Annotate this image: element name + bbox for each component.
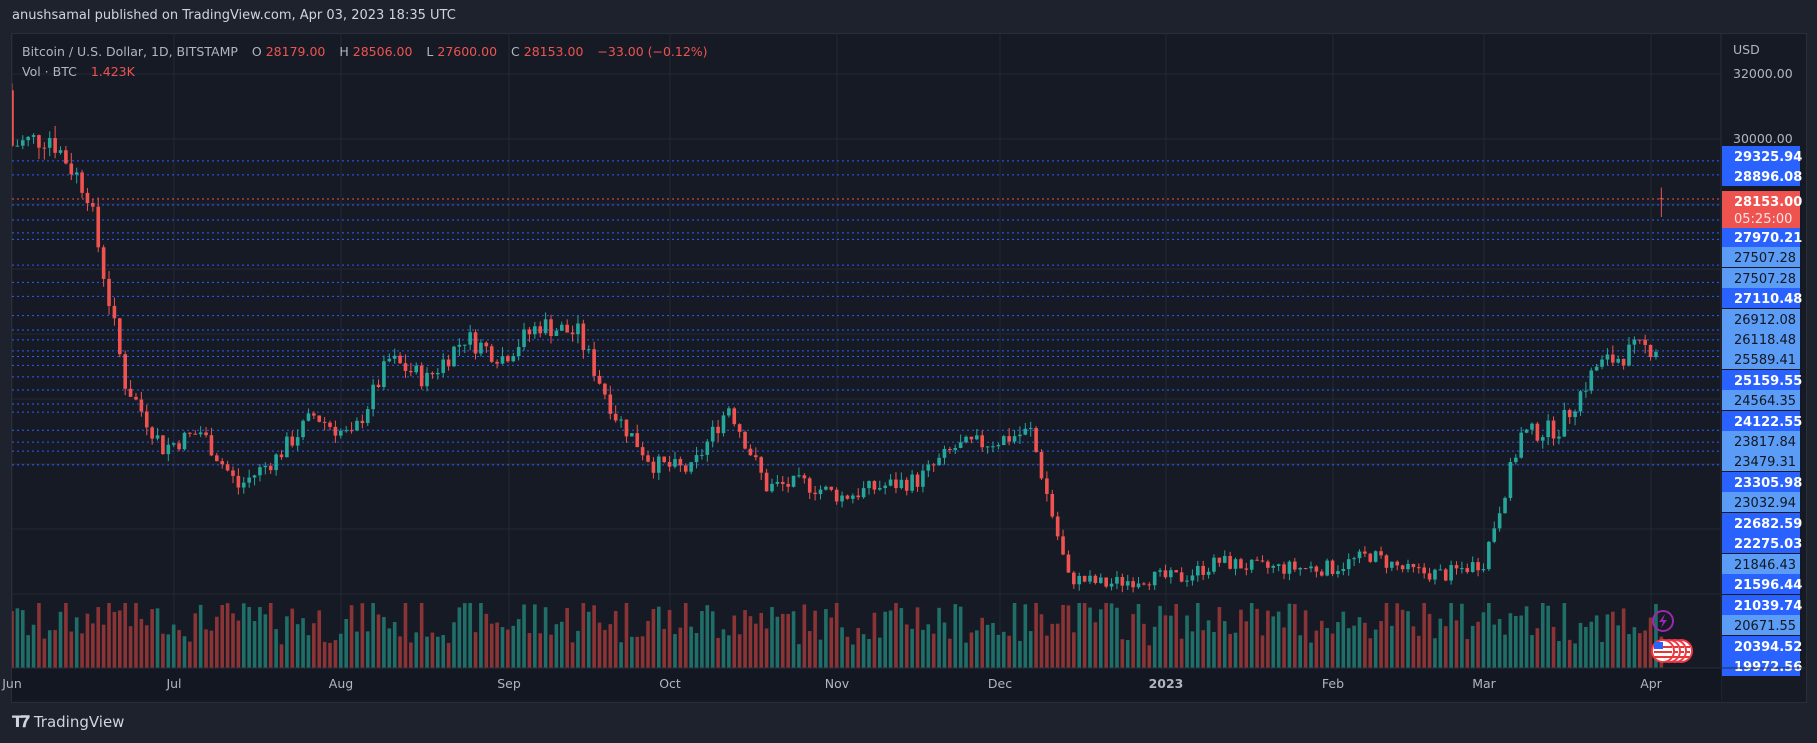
svg-text:05:25:00: 05:25:00 <box>1734 212 1792 227</box>
svg-text:27507.28: 27507.28 <box>1734 272 1796 287</box>
svg-text:26912.08: 26912.08 <box>1734 313 1796 328</box>
events-group[interactable] <box>1651 610 1693 663</box>
time-tick: Jun <box>1 676 22 691</box>
footer: T𝟕 TradingView <box>12 712 124 732</box>
price-level-label[interactable]: 26912.08 <box>1722 309 1800 329</box>
low-label: L <box>426 44 434 59</box>
time-tick: Mar <box>1472 676 1496 691</box>
svg-text:25589.41: 25589.41 <box>1734 353 1796 368</box>
price-level-label[interactable]: 27970.21 <box>1722 227 1802 247</box>
svg-text:28153.00: 28153.00 <box>1734 195 1802 210</box>
svg-text:27970.21: 27970.21 <box>1734 231 1802 246</box>
svg-text:23817.84: 23817.84 <box>1734 435 1796 450</box>
svg-text:28896.08: 28896.08 <box>1734 170 1802 185</box>
volume-value: 1.423K <box>90 64 135 79</box>
price-level-label[interactable]: 23817.84 <box>1722 431 1800 451</box>
svg-text:24564.35: 24564.35 <box>1734 394 1796 409</box>
time-tick: 2023 <box>1149 676 1184 691</box>
symbol-title[interactable]: Bitcoin / U.S. Dollar, 1D, BITSTAMP <box>22 44 238 59</box>
current-price-label: 28153.00 05:25:00 <box>1722 191 1802 228</box>
time-tick: Feb <box>1322 676 1344 691</box>
svg-text:26118.48: 26118.48 <box>1734 333 1796 348</box>
price-level-label[interactable]: 21039.74 <box>1722 595 1802 615</box>
time-tick: Sep <box>497 676 521 691</box>
svg-text:27507.28: 27507.28 <box>1734 251 1796 266</box>
price-scale[interactable]: USD 32000.00 30000.00 29325.94 28896.08 27970… <box>1720 34 1805 700</box>
price-level-label[interactable]: 21596.44 <box>1722 574 1802 594</box>
price-level-label[interactable]: 23032.94 <box>1722 492 1800 512</box>
plot-area[interactable] <box>10 34 1721 668</box>
footer-brand[interactable]: TradingView <box>33 713 125 731</box>
price-level-label[interactable]: 27507.28 <box>1722 268 1800 288</box>
svg-text:21039.74: 21039.74 <box>1734 599 1802 614</box>
svg-text:20394.52: 20394.52 <box>1734 640 1802 655</box>
chart-frame[interactable] <box>11 33 1807 703</box>
high-value: 28506.00 <box>352 44 413 59</box>
price-level-label[interactable]: 25589.41 <box>1722 349 1800 369</box>
price-level-label[interactable]: 22275.03 <box>1722 533 1802 553</box>
svg-text:22682.59: 22682.59 <box>1734 517 1802 532</box>
price-level-label[interactable]: 24564.35 <box>1722 390 1800 410</box>
publish-line: anushsamal published on TradingView.com,… <box>12 8 456 23</box>
currency-label: USD <box>1733 42 1760 57</box>
tradingview-logo-icon: T𝟕 <box>12 712 30 731</box>
close-value: 28153.00 <box>523 44 584 59</box>
chart-legend: Bitcoin / U.S. Dollar, 1D, BITSTAMP O 281… <box>22 42 712 82</box>
price-level-label[interactable]: 22682.59 <box>1722 513 1802 533</box>
price-level-label[interactable]: 27507.28 <box>1722 247 1800 267</box>
change-value: −33.00 (−0.12%) <box>597 44 708 59</box>
open-value: 28179.00 <box>265 44 326 59</box>
svg-text:23305.98: 23305.98 <box>1734 476 1802 491</box>
price-level-label[interactable]: 23305.98 <box>1722 472 1802 492</box>
svg-text:20671.55: 20671.55 <box>1734 619 1796 634</box>
svg-text:27110.48: 27110.48 <box>1734 292 1802 307</box>
time-tick: Nov <box>825 676 850 691</box>
time-axis[interactable]: Jun Jul Aug Sep Oct Nov Dec 2023 Feb Mar Apr <box>1 667 1805 700</box>
time-tick: Jul <box>165 676 181 691</box>
price-level-label[interactable]: 20394.52 <box>1722 636 1802 656</box>
svg-text:22275.03: 22275.03 <box>1734 537 1802 552</box>
price-level-label[interactable]: 25159.55 <box>1722 370 1802 390</box>
high-label: H <box>339 44 349 59</box>
price-level-label[interactable]: 27110.48 <box>1722 288 1802 308</box>
svg-text:23479.31: 23479.31 <box>1734 455 1796 470</box>
lightning-icon[interactable] <box>1652 610 1674 632</box>
price-tick: 32000.00 <box>1733 66 1793 81</box>
low-value: 27600.00 <box>437 44 498 59</box>
svg-text:21846.43: 21846.43 <box>1734 558 1796 573</box>
time-tick: Oct <box>659 676 681 691</box>
volume-label[interactable]: Vol · BTC <box>22 64 77 79</box>
open-label: O <box>251 44 262 59</box>
price-level-label[interactable]: 21846.43 <box>1722 554 1800 574</box>
time-tick: Dec <box>988 676 1012 691</box>
time-tick: Aug <box>329 676 353 691</box>
svg-text:29325.94: 29325.94 <box>1734 150 1802 165</box>
price-level-label[interactable]: 19972.56 <box>1722 656 1802 676</box>
price-level-label[interactable]: 28896.08 <box>1722 166 1802 186</box>
close-label: C <box>511 44 520 59</box>
price-tick: 30000.00 <box>1733 131 1793 146</box>
price-level-label[interactable]: 20671.55 <box>1722 615 1800 635</box>
svg-text:23032.94: 23032.94 <box>1734 496 1796 511</box>
price-level-label[interactable]: 24122.55 <box>1722 411 1802 431</box>
svg-text:21596.44: 21596.44 <box>1734 578 1802 593</box>
time-tick: Apr <box>1640 676 1662 691</box>
svg-text:25159.55: 25159.55 <box>1734 374 1802 389</box>
price-level-label[interactable]: 23479.31 <box>1722 451 1800 471</box>
svg-text:24122.55: 24122.55 <box>1734 415 1802 430</box>
price-level-label[interactable]: 26118.48 <box>1722 329 1800 349</box>
price-level-label[interactable]: 29325.94 <box>1722 146 1802 166</box>
